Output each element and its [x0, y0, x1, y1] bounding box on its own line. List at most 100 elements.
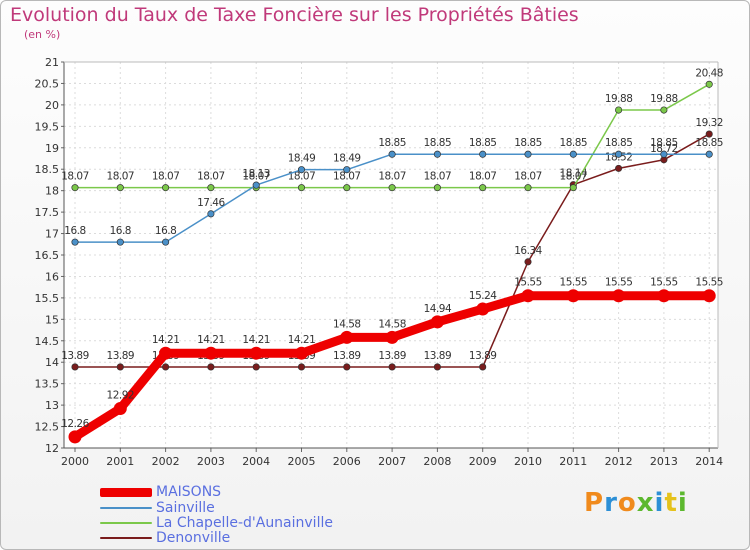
data-label-la-chapelle-d-aunainville: 18.07 — [61, 171, 89, 183]
legend-item-maisons: MAISONS — [100, 484, 420, 500]
y-tick-label: 12.5 — [35, 421, 60, 434]
data-label-la-chapelle-d-aunainville: 18.07 — [560, 171, 588, 183]
data-point-maisons — [204, 346, 218, 360]
logo-letter: i — [677, 488, 688, 518]
data-label-la-chapelle-d-aunainville: 18.07 — [197, 171, 225, 183]
unit-label: (en %) — [24, 28, 61, 41]
data-point-maisons — [657, 289, 671, 303]
data-label-sainville: 18.85 — [695, 137, 723, 149]
data-point-la-chapelle-d-aunainville — [705, 80, 713, 88]
logo-letter: i — [654, 488, 665, 518]
data-point-maisons — [113, 402, 127, 416]
data-point-sainville — [615, 150, 623, 158]
data-label-la-chapelle-d-aunainville: 19.88 — [650, 93, 678, 105]
x-tick-label: 2006 — [333, 455, 361, 468]
legend-label-sainville: Sainville — [156, 500, 215, 516]
y-tick-label: 13.5 — [35, 378, 60, 391]
data-label-maisons: 12.26 — [61, 418, 89, 430]
x-tick-label: 2001 — [106, 455, 134, 468]
logo-letter: o — [617, 488, 637, 518]
data-label-la-chapelle-d-aunainville: 18.07 — [152, 171, 180, 183]
data-label-denonville: 13.89 — [333, 350, 361, 362]
data-label-sainville: 18.85 — [650, 137, 678, 149]
legend-item-denonville: Denonville — [100, 530, 420, 546]
data-label-sainville: 18.85 — [424, 137, 452, 149]
data-point-denonville — [207, 363, 215, 371]
y-tick-label: 12 — [45, 442, 59, 455]
data-point-la-chapelle-d-aunainville — [660, 106, 668, 114]
data-label-maisons: 14.58 — [378, 318, 406, 330]
data-point-la-chapelle-d-aunainville — [615, 106, 623, 114]
data-point-sainville — [388, 150, 396, 158]
legend-swatch-la-chapelle — [100, 522, 152, 524]
data-point-denonville — [705, 130, 713, 138]
data-point-maisons — [430, 315, 444, 329]
y-tick-label: 21 — [45, 56, 59, 69]
data-label-sainville: 18.85 — [605, 137, 633, 149]
data-label-maisons: 15.24 — [469, 290, 497, 302]
x-tick-label: 2010 — [514, 455, 542, 468]
data-point-denonville — [615, 164, 623, 172]
data-label-maisons: 12.92 — [107, 390, 135, 402]
y-tick-label: 18 — [45, 185, 59, 198]
data-point-sainville — [479, 150, 487, 158]
x-tick-label: 2011 — [559, 455, 587, 468]
data-label-la-chapelle-d-aunainville: 18.07 — [288, 171, 316, 183]
x-tick-label: 2014 — [695, 455, 723, 468]
data-label-sainville: 18.49 — [333, 153, 361, 165]
data-label-maisons: 15.55 — [560, 277, 588, 289]
chart-title: Evolution du Taux de Taxe Foncière sur l… — [10, 4, 579, 26]
data-point-la-chapelle-d-aunainville — [162, 184, 170, 192]
data-label-sainville: 16.8 — [110, 225, 131, 237]
data-point-sainville — [433, 150, 441, 158]
data-label-la-chapelle-d-aunainville: 18.07 — [242, 171, 270, 183]
data-label-denonville: 13.89 — [424, 350, 452, 362]
data-label-la-chapelle-d-aunainville: 18.07 — [333, 171, 361, 183]
data-point-sainville — [660, 150, 668, 158]
data-point-denonville — [388, 363, 396, 371]
data-label-la-chapelle-d-aunainville: 18.07 — [469, 171, 497, 183]
data-label-sainville: 16.8 — [64, 225, 85, 237]
data-point-sainville — [569, 150, 577, 158]
x-tick-label: 2007 — [378, 455, 406, 468]
data-point-la-chapelle-d-aunainville — [116, 184, 124, 192]
data-point-sainville — [116, 238, 124, 246]
y-tick-label: 17 — [45, 228, 59, 241]
y-tick-label: 16 — [45, 270, 59, 283]
x-tick-label: 2004 — [242, 455, 270, 468]
data-point-sainville — [71, 238, 79, 246]
data-point-denonville — [116, 363, 124, 371]
data-label-la-chapelle-d-aunainville: 19.88 — [605, 93, 633, 105]
data-point-la-chapelle-d-aunainville — [343, 184, 351, 192]
y-tick-label: 15.5 — [35, 292, 60, 305]
data-point-denonville — [524, 258, 532, 266]
data-point-sainville — [207, 210, 215, 218]
data-point-la-chapelle-d-aunainville — [207, 184, 215, 192]
data-label-denonville: 18.72 — [650, 143, 678, 155]
data-point-sainville — [297, 166, 306, 174]
data-point-la-chapelle-d-aunainville — [297, 184, 306, 192]
data-label-sainville: 18.13 — [242, 168, 270, 180]
y-tick-label: 19 — [45, 142, 59, 155]
data-label-denonville: 19.32 — [695, 117, 723, 129]
logo-letter: x — [636, 488, 655, 518]
data-label-maisons: 15.55 — [605, 277, 633, 289]
data-label-maisons: 14.21 — [288, 334, 316, 346]
proxiti-logo: Proxiti — [584, 488, 688, 518]
data-label-maisons: 15.55 — [650, 277, 678, 289]
x-tick-label: 2008 — [423, 455, 451, 468]
x-tick-label: 2009 — [469, 455, 497, 468]
data-point-denonville — [479, 363, 487, 371]
data-point-la-chapelle-d-aunainville — [71, 184, 79, 192]
data-label-maisons: 15.55 — [514, 277, 542, 289]
data-label-sainville: 16.8 — [155, 225, 176, 237]
data-point-maisons — [521, 289, 535, 303]
data-point-maisons — [68, 430, 82, 444]
x-tick-label: 2002 — [152, 455, 180, 468]
data-point-maisons — [385, 330, 399, 344]
legend-label-denonville: Denonville — [156, 530, 231, 546]
data-point-la-chapelle-d-aunainville — [433, 184, 441, 192]
data-label-denonville: 13.89 — [107, 350, 135, 362]
data-label-maisons: 14.21 — [242, 334, 270, 346]
